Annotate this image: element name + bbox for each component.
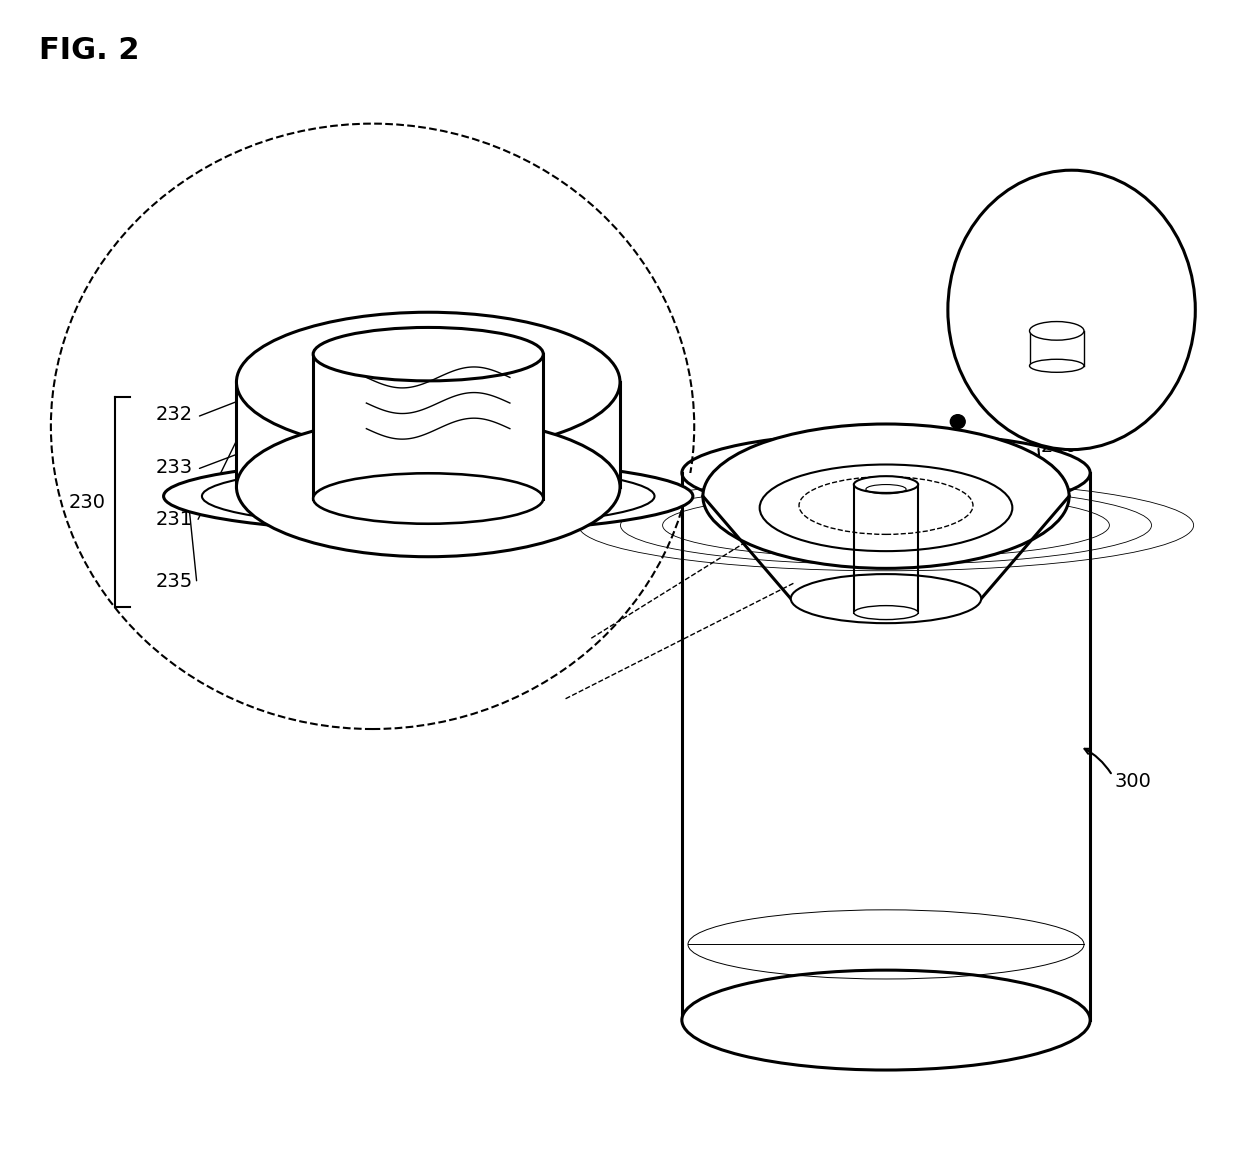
Ellipse shape xyxy=(703,424,1069,568)
Text: 300: 300 xyxy=(1115,771,1152,791)
Ellipse shape xyxy=(1029,322,1084,340)
Polygon shape xyxy=(237,382,620,487)
Text: 235: 235 xyxy=(156,572,193,591)
Ellipse shape xyxy=(237,313,620,452)
Ellipse shape xyxy=(947,170,1195,449)
Ellipse shape xyxy=(164,460,693,532)
Ellipse shape xyxy=(854,476,918,492)
Text: 230: 230 xyxy=(68,492,105,511)
Ellipse shape xyxy=(791,574,981,623)
Ellipse shape xyxy=(682,970,1090,1070)
Ellipse shape xyxy=(314,474,543,524)
Text: 231: 231 xyxy=(156,510,193,529)
Ellipse shape xyxy=(202,466,655,527)
Text: 233: 233 xyxy=(156,457,193,476)
Ellipse shape xyxy=(1029,359,1084,372)
Text: FIG. 2: FIG. 2 xyxy=(38,36,139,65)
Polygon shape xyxy=(314,354,543,498)
Circle shape xyxy=(51,124,694,729)
Ellipse shape xyxy=(314,328,543,380)
Circle shape xyxy=(950,414,965,428)
Text: 232: 232 xyxy=(156,405,193,424)
Ellipse shape xyxy=(854,606,918,620)
Ellipse shape xyxy=(237,417,620,557)
Ellipse shape xyxy=(760,464,1012,551)
Text: 200: 200 xyxy=(1040,436,1078,455)
Polygon shape xyxy=(682,473,1090,1020)
